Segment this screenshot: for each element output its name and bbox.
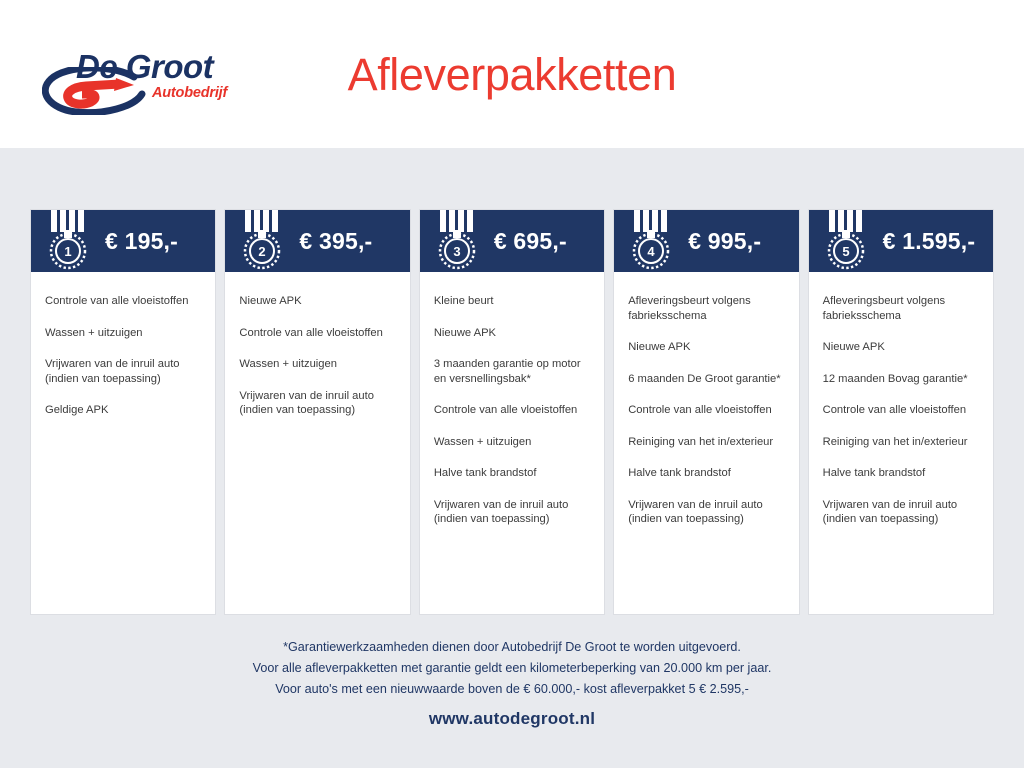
degroot-swoosh-logo: [41, 64, 152, 117]
package-cards-row: 1 € 195,- Controle van alle vloeistoffen…: [31, 210, 994, 614]
feature-item: 6 maanden De Groot garantie*: [628, 372, 781, 385]
medal-number-5: 5: [842, 244, 849, 259]
package-price-3: € 695,-: [493, 227, 567, 254]
package-card-5[interactable]: 5 € 1.595,- Afleveringsbeurt volgens fab…: [808, 210, 994, 614]
package-price-2: € 395,-: [299, 227, 373, 254]
package-header-5: 5 € 1.595,-: [808, 210, 994, 272]
feature-item: Controle van alle vloeistoffen: [628, 404, 772, 416]
feature-item: Kleine beurt: [433, 295, 494, 307]
package-header-3: 3 € 695,-: [419, 210, 605, 272]
feature-item: Controle van alle vloeistoffen: [45, 295, 189, 307]
medal-icon: 2: [239, 210, 285, 272]
website-link[interactable]: www.autodegroot.nl: [428, 709, 596, 728]
package-features-2: Nieuwe APK Controle van alle vloeistoffe…: [225, 272, 410, 614]
medal-number-2: 2: [259, 244, 266, 259]
footer-disclaimer: *Garantiewerkzaamheden dienen door Autob…: [0, 637, 1024, 700]
top-header-bar: De Groot Autobedrijf Afleverpakketten: [0, 0, 1024, 148]
package-price-5: € 1.595,-: [882, 227, 976, 254]
package-features-4: Afleveringsbeurt volgens fabrieksschema …: [614, 272, 799, 614]
feature-item: Nieuwe APK: [433, 326, 496, 339]
feature-item: Nieuwe APK: [822, 341, 885, 353]
package-card-3[interactable]: 3 € 695,- Kleine beurt Nieuwe APK 3 maan…: [419, 210, 605, 614]
package-price-4: € 995,-: [688, 227, 762, 254]
package-features-5: Afleveringsbeurt volgens fabrieksschema …: [808, 272, 994, 614]
package-header-2: 2 € 395,-: [225, 210, 410, 272]
feature-item: Vrijwaren van de inruil auto (indien van…: [239, 389, 374, 417]
package-card-2[interactable]: 2 € 395,- Nieuwe APK Controle van alle v…: [225, 210, 410, 614]
company-logo[interactable]: De Groot Autobedrijf: [41, 45, 252, 117]
package-features-1: Controle van alle vloeistoffen Wassen + …: [31, 272, 216, 614]
content-area: 1 € 195,- Controle van alle vloeistoffen…: [0, 148, 1024, 768]
medal-icon: 1: [45, 210, 91, 272]
feature-item: Controle van alle vloeistoffen: [822, 404, 967, 416]
package-price-1: € 195,-: [105, 227, 179, 254]
feature-item: Wassen + uitzuigen: [239, 358, 337, 370]
package-card-1[interactable]: 1 € 195,- Controle van alle vloeistoffen…: [31, 210, 216, 614]
feature-item: Controle van alle vloeistoffen: [433, 404, 578, 416]
feature-item: Halve tank brandstof: [433, 467, 537, 479]
medal-icon: 3: [434, 210, 480, 272]
medal-number-4: 4: [648, 244, 656, 259]
feature-item: Geldige APK: [45, 404, 109, 416]
feature-item: Controle van alle vloeistoffen: [239, 326, 383, 339]
disclaimer-line-1: *Garantiewerkzaamheden dienen door Autob…: [283, 640, 741, 654]
medal-icon: 5: [823, 210, 869, 272]
feature-item: Wassen + uitzuigen: [433, 435, 532, 448]
disclaimer-line-2: Voor alle afleverpakketten met garantie …: [252, 661, 772, 675]
feature-item: 12 maanden Bovag garantie*: [822, 372, 968, 385]
feature-item: Reiniging van het in/exterieur: [822, 435, 968, 448]
feature-item: Vrijwaren van de inruil auto (indien van…: [45, 358, 180, 385]
package-header-1: 1 € 195,-: [31, 210, 216, 272]
feature-item: Afleveringsbeurt volgens fabrieksschema: [628, 295, 751, 322]
page-title: Afleverpakketten: [347, 49, 677, 100]
disclaimer-line-3: Voor auto's met een nieuwwaarde boven de…: [275, 682, 749, 696]
package-card-4[interactable]: 4 € 995,- Afleveringsbeurt volgens fabri…: [614, 210, 799, 614]
feature-item: Vrijwaren van de inruil auto (indien van…: [822, 498, 958, 526]
package-features-3: Kleine beurt Nieuwe APK 3 maanden garant…: [419, 272, 605, 614]
logo-wordmark: De Groot: [76, 48, 214, 85]
feature-item: 3 maanden garantie op motor en versnelli…: [433, 358, 581, 385]
medal-icon: 4: [628, 210, 674, 272]
medal-number-3: 3: [453, 244, 460, 259]
feature-item: Reiniging van het in/exterieur: [628, 435, 774, 448]
logo-subtitle: Autobedrijf: [152, 85, 228, 101]
feature-item: Halve tank brandstof: [628, 467, 731, 479]
feature-item: Vrijwaren van de inruil auto (indien van…: [433, 498, 569, 526]
feature-item: Halve tank brandstof: [822, 467, 926, 479]
feature-item: Afleveringsbeurt volgens fabrieksschema: [822, 295, 946, 322]
feature-item: Nieuwe APK: [239, 295, 302, 307]
feature-item: Wassen + uitzuigen: [45, 326, 143, 339]
medal-number-1: 1: [64, 244, 71, 259]
package-header-4: 4 € 995,-: [614, 210, 799, 272]
feature-item: Vrijwaren van de inruil auto (indien van…: [628, 498, 763, 526]
feature-item: Nieuwe APK: [628, 341, 691, 353]
